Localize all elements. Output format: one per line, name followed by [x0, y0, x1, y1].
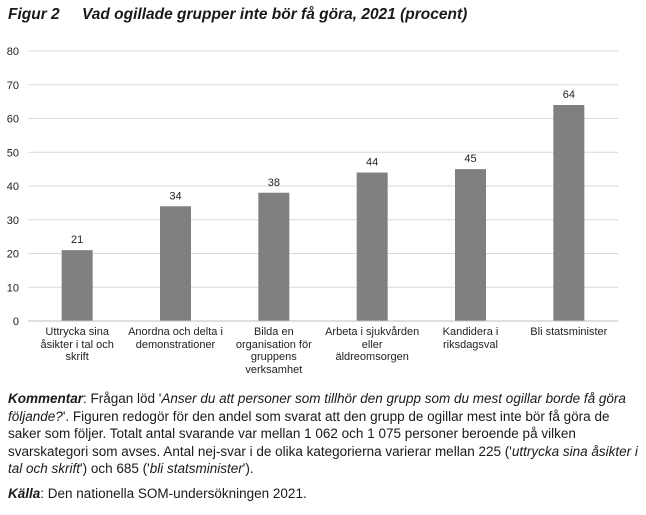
category-label: Arbeta i sjukvården eller äldreomsorgen — [323, 326, 421, 364]
category-label-line: gruppens — [250, 351, 297, 363]
category-label-line: åsikter i tal och — [40, 338, 114, 351]
bar — [160, 206, 191, 321]
comment-quote-2: bli statsminister — [149, 461, 243, 476]
category-label-line: skrift — [65, 351, 89, 363]
data-label: 21 — [71, 234, 83, 246]
data-label: 34 — [169, 190, 181, 202]
comment-question: Anser du att personer som tillhör den gr… — [8, 391, 626, 424]
y-tick-label: 40 — [7, 181, 19, 193]
figure-title-text: Vad ogillade grupper inte bör få göra, 2… — [82, 6, 468, 23]
comment-part-3: ') och 685 (' — [80, 461, 150, 476]
category-label: Bilda en organisation för gruppens verksamh… — [225, 326, 323, 376]
y-tick-label: 80 — [7, 46, 19, 58]
bar — [455, 169, 486, 321]
category-label: Bli statsminister — [520, 326, 618, 339]
bar — [553, 105, 585, 321]
bar-chart: 0 10 20 30 40 50 60 70 80 21 34 38 44 45 64 — [7, 46, 618, 328]
category-label-line: Bilda en — [253, 326, 294, 338]
data-label: 64 — [563, 89, 575, 101]
y-tick-label: 0 — [13, 316, 19, 328]
category-label-line: Kandidera i — [442, 326, 499, 338]
y-tick-label: 20 — [7, 249, 19, 261]
category-label-line: riksdagsval — [442, 338, 498, 351]
category-label: Uttrycka sina åsikter i tal och skrift — [28, 326, 126, 364]
category-label-line: Uttrycka sina — [45, 326, 109, 338]
figure-number: Figur 2 — [8, 6, 60, 23]
category-label-line: eller — [361, 338, 383, 351]
category-label: Kandidera i riksdagsval — [421, 326, 519, 351]
category-label-line: äldreomsorgen — [335, 351, 409, 363]
category-label: Anordna och delta i demonstrationer — [126, 326, 224, 351]
comment-lead: Kommentar — [8, 391, 84, 406]
comment-text: Kommentar: Frågan löd 'Anser du att pers… — [8, 390, 638, 478]
y-tick-label: 30 — [7, 215, 19, 227]
figure-title: Figur 2 Vad ogillade grupper inte bör få … — [8, 6, 467, 24]
source-lead: Källa — [8, 486, 41, 501]
category-label-line: demonstrationer — [135, 338, 216, 351]
category-label-line: verksamhet — [245, 363, 303, 376]
source-text: Källa: Den nationella SOM-undersökningen… — [8, 486, 307, 501]
comment-part-4: '). — [242, 461, 254, 476]
data-label: 38 — [268, 177, 280, 189]
category-label-line: Anordna och delta i — [128, 326, 223, 338]
source-body: : Den nationella SOM-undersökningen 2021… — [40, 486, 307, 501]
comment-part-1: : Frågan löd ' — [83, 391, 162, 406]
category-label-line: organisation för — [235, 338, 312, 351]
comment-quote-1: uttrycka sina åsikter i tal och skrift — [8, 443, 638, 477]
bar — [258, 192, 290, 321]
bar — [356, 172, 388, 321]
data-label: 45 — [464, 153, 476, 165]
y-tick-label: 60 — [7, 114, 19, 126]
y-tick-label: 70 — [7, 80, 19, 92]
comment-part-2: '. Figuren redogör för den andel som sva… — [8, 408, 610, 459]
y-tick-label: 10 — [7, 282, 19, 294]
category-label-line: Arbeta i sjukvården — [325, 326, 420, 338]
y-tick-label: 50 — [7, 147, 19, 159]
bar — [61, 250, 93, 321]
category-label-line: Bli statsminister — [530, 326, 608, 338]
data-label: 44 — [366, 157, 378, 169]
